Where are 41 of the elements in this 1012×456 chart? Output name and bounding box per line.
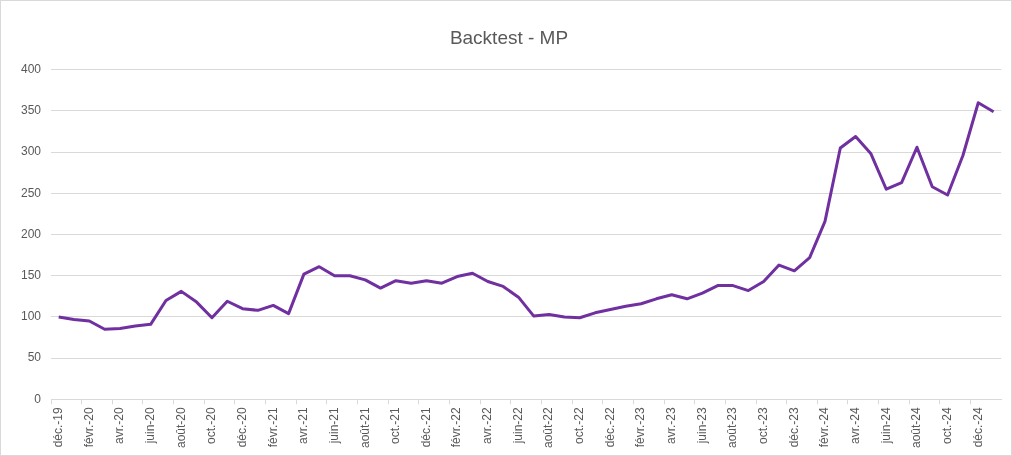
- y-tick-label: 300: [20, 144, 42, 159]
- x-tick-label: déc.-20: [234, 406, 249, 448]
- x-tick-label: oct.-22: [572, 406, 587, 444]
- x-tick-label: févr.-23: [633, 406, 648, 448]
- y-tick-label: 400: [20, 62, 42, 77]
- x-tick-label: août-21: [357, 406, 372, 448]
- x-tick-label: févr.-24: [817, 406, 832, 448]
- x-tick-label: juin-22: [510, 406, 525, 445]
- x-tick-label: juin-24: [878, 406, 893, 445]
- x-tick-label: avr.-22: [480, 406, 495, 444]
- x-tick-label: févr.-20: [81, 406, 96, 448]
- x-tick-label: oct.-23: [755, 406, 770, 444]
- y-tick-label: 0: [34, 391, 42, 406]
- x-tick-label: avr.-24: [847, 406, 862, 444]
- x-tick-label: déc.-23: [786, 406, 801, 448]
- x-tick-label: juin-21: [326, 406, 341, 445]
- x-tick-label: avr.-20: [112, 406, 127, 444]
- x-tick-label: juin-20: [142, 406, 157, 445]
- x-tick-label: févr.-22: [449, 406, 464, 448]
- x-tick-label: août-23: [725, 406, 740, 448]
- x-tick-label: oct.-20: [204, 406, 219, 444]
- x-tick-label: juin-23: [694, 406, 709, 445]
- y-tick-label: 100: [20, 309, 42, 324]
- x-tick-label: oct.-21: [388, 406, 403, 444]
- x-tick-label: déc.-22: [602, 406, 617, 448]
- x-tick-label: août-20: [173, 406, 188, 448]
- x-tick-label: août-22: [541, 406, 556, 448]
- y-tick-label: 250: [20, 185, 42, 200]
- y-tick-label: 150: [20, 268, 42, 283]
- x-tick-label: août-24: [909, 406, 924, 448]
- y-tick-label: 50: [27, 350, 42, 365]
- x-tick-label: avr.-21: [296, 406, 311, 444]
- y-tick-label: 350: [20, 103, 42, 118]
- x-tick-label: oct.-24: [939, 406, 954, 444]
- x-tick-label: févr.-21: [265, 406, 280, 448]
- chart-title: Backtest - MP: [449, 26, 569, 48]
- x-tick-label: déc.-24: [970, 406, 985, 448]
- x-tick-label: déc.-21: [418, 406, 433, 448]
- x-tick-label: déc.-19: [51, 406, 65, 448]
- y-tick-label: 200: [20, 226, 42, 241]
- x-tick-label: avr.-23: [664, 406, 679, 444]
